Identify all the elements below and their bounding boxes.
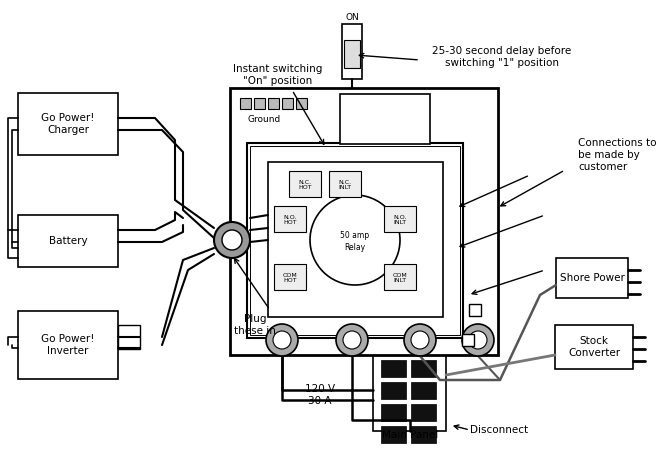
Text: N.C.
HOT: N.C. HOT [298,180,312,191]
Text: Disconnect: Disconnect [470,425,528,435]
Bar [274,264,306,290]
Bar [296,98,307,109]
Text: COM
HOT: COM HOT [283,273,297,283]
Text: Go Power!
Charger: Go Power! Charger [42,113,95,135]
Bar [411,360,436,377]
Circle shape [214,222,250,258]
Bar [384,264,416,290]
Bar [282,98,293,109]
Bar [268,162,443,317]
Bar [289,171,321,197]
Text: Plug
these in: Plug these in [234,314,276,336]
Text: Shore Power: Shore Power [559,273,625,283]
Text: COM
INLT: COM INLT [393,273,407,283]
Bar [274,206,306,232]
Text: N.O.
HOT: N.O. HOT [283,215,297,226]
Text: Battery: Battery [49,236,87,246]
Bar [381,426,406,443]
Circle shape [273,331,291,349]
Circle shape [222,230,242,250]
Circle shape [404,324,436,356]
Bar [381,404,406,421]
Text: Instant switching
"On" position: Instant switching "On" position [233,64,323,86]
Text: Stock
Converter: Stock Converter [568,336,620,358]
Text: Go Power!
Inverter: Go Power! Inverter [42,334,95,356]
Bar [344,40,360,68]
Bar [555,325,633,369]
Circle shape [462,324,494,356]
Circle shape [469,331,487,349]
Circle shape [343,331,361,349]
Bar [340,94,430,144]
Bar [411,426,436,443]
Bar [556,258,628,298]
Text: 25-30 second delay before
switching "1" position: 25-30 second delay before switching "1" … [432,46,571,68]
Text: 120 V
30 A: 120 V 30 A [305,384,335,406]
Bar [329,171,361,197]
Text: N.C.
INLT: N.C. INLT [339,180,351,191]
Text: Main Panel: Main Panel [382,430,438,440]
Bar [230,88,498,355]
Bar [18,215,118,267]
Circle shape [411,331,429,349]
Bar [247,143,463,338]
Bar [411,404,436,421]
Bar [342,24,362,79]
Bar [411,338,436,355]
Bar [378,318,441,333]
Circle shape [310,195,400,285]
Bar [18,311,118,379]
Bar [268,98,279,109]
Text: ON: ON [345,14,359,22]
Bar [411,382,436,399]
Text: Ground: Ground [248,115,281,125]
Bar [381,338,406,355]
Bar [373,313,446,431]
Bar [381,382,406,399]
Text: Connections to
be made by
customer: Connections to be made by customer [578,138,656,171]
Bar [18,93,118,155]
Text: Relay: Relay [345,243,366,253]
Text: 50 amp: 50 amp [341,231,370,240]
Circle shape [266,324,298,356]
Bar [381,360,406,377]
Bar [254,98,265,109]
Text: N.O.
INLT: N.O. INLT [393,215,407,226]
Bar [118,325,140,349]
Circle shape [336,324,368,356]
Bar [250,146,460,335]
Bar [384,206,416,232]
Bar [240,98,251,109]
